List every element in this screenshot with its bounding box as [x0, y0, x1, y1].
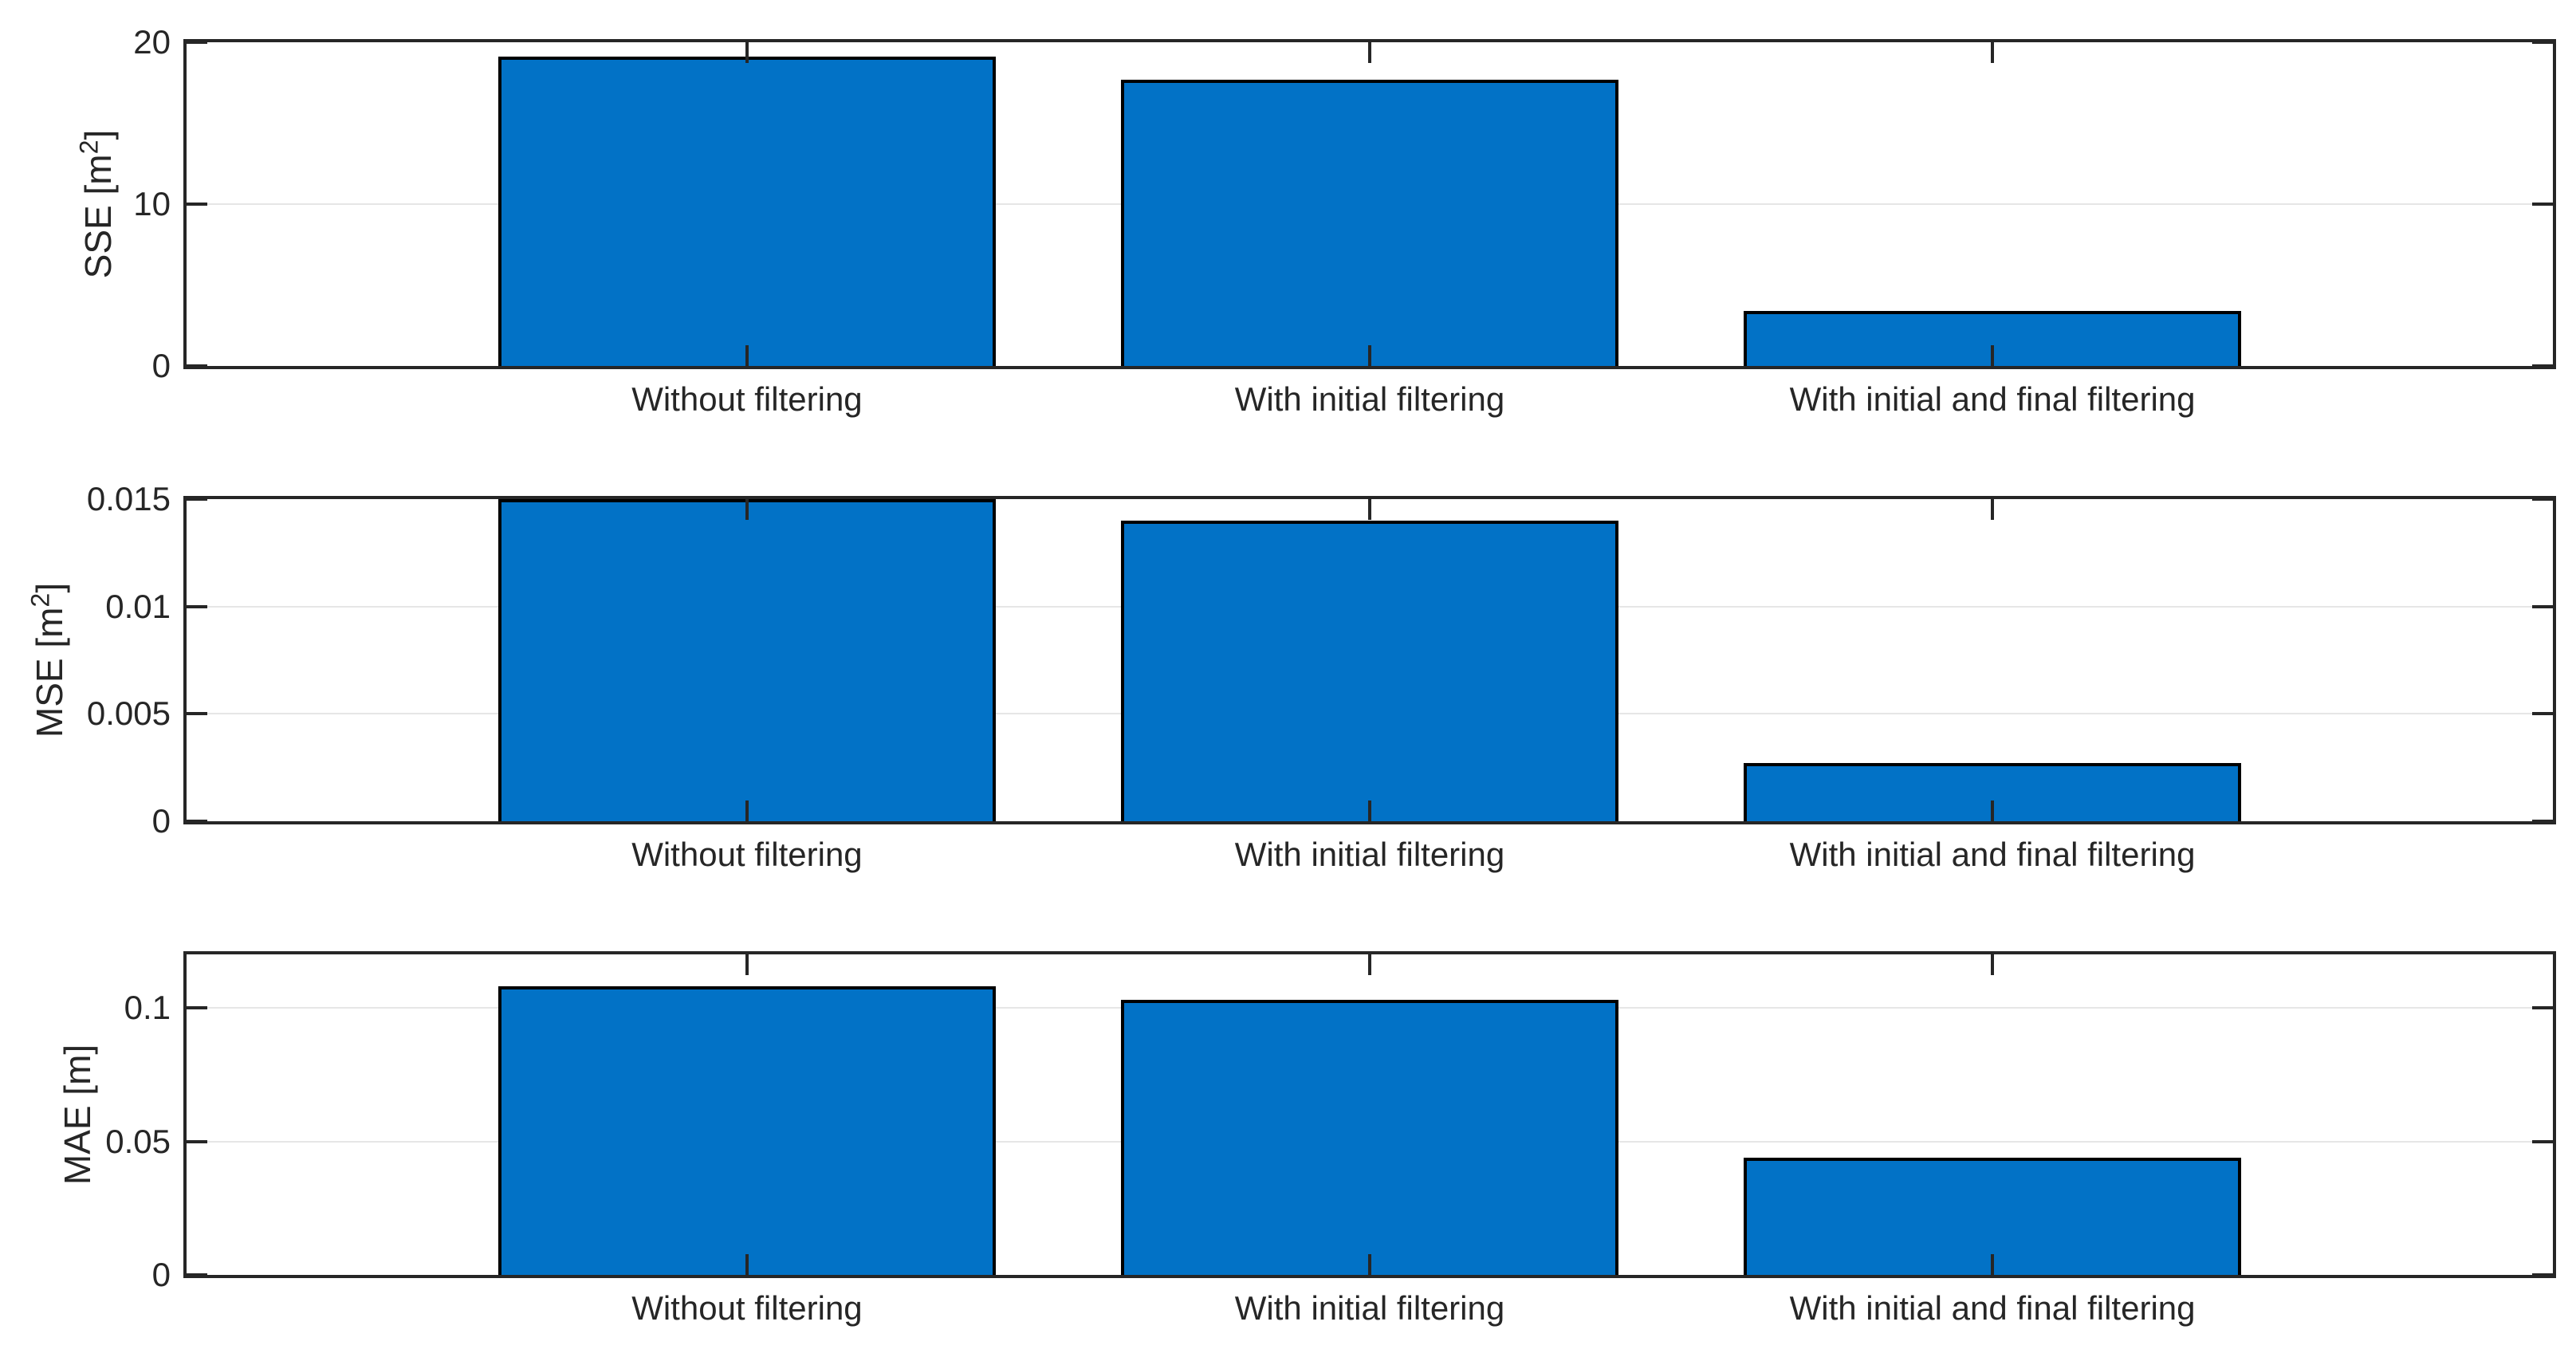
- y-tick-mark-right: [2532, 1273, 2553, 1276]
- x-tick-label: With initial filtering: [1234, 380, 1505, 418]
- x-tick-mark-top: [745, 954, 749, 975]
- y-tick-label: 20: [133, 23, 171, 61]
- x-tick-mark-bottom: [1991, 1254, 1995, 1275]
- x-tick-mark-top: [1991, 42, 1995, 63]
- x-tick-label: Without filtering: [631, 836, 863, 873]
- y-axis-label-close: ]: [77, 129, 119, 140]
- x-tick-mark-bottom: [745, 1254, 749, 1275]
- x-tick-label: With initial and final filtering: [1789, 380, 2196, 418]
- y-tick-label: 0: [151, 347, 171, 384]
- bar: [1120, 79, 1619, 366]
- y-tick-label: 0: [151, 1256, 171, 1293]
- y-tick-mark-left: [187, 820, 207, 823]
- y-axis-label-text: MSE [m: [29, 607, 70, 738]
- y-axis-label-mae: MAE [m]: [56, 1044, 99, 1185]
- y-tick-mark-left: [187, 203, 207, 206]
- y-tick-mark-right: [2532, 41, 2553, 44]
- y-axis-label-text: MAE [m: [57, 1054, 98, 1186]
- y-axis-label-mse: MSE [m2]: [26, 582, 71, 738]
- y-tick-label: 0.01: [105, 587, 171, 625]
- y-tick-mark-right: [2532, 364, 2553, 368]
- y-tick-mark-left: [187, 1139, 207, 1143]
- y-tick-mark-right: [2532, 604, 2553, 608]
- y-tick-label: 0.05: [105, 1122, 171, 1160]
- y-tick-mark-right: [2532, 1005, 2553, 1009]
- plot-area-mse: 0 0.005 0.01 0.015 Without filtering With ini…: [87, 480, 2556, 873]
- y-axis-label-close: ]: [57, 1044, 98, 1055]
- y-tick-mark-left: [187, 604, 207, 608]
- plot-area-mae: 0 0.05 0.1 Without filtering With initial fi…: [105, 951, 2556, 1327]
- y-tick-mark-left: [187, 1005, 207, 1009]
- y-axis-label-close: ]: [29, 582, 70, 593]
- x-tick-mark-top: [745, 499, 749, 520]
- bar: [498, 986, 997, 1275]
- x-tick-label: Without filtering: [631, 1289, 863, 1327]
- plot-area-sse: 0 10 20 Without filtering With initial filte…: [133, 23, 2556, 418]
- x-tick-mark-top: [1991, 499, 1995, 520]
- x-tick-mark-bottom: [1991, 801, 1995, 821]
- y-axis-label-text: SSE [m: [77, 154, 119, 279]
- y-tick-mark-left: [187, 498, 207, 501]
- x-tick-mark-top: [1368, 954, 1371, 975]
- x-tick-mark-top: [745, 42, 749, 63]
- y-tick-mark-right: [2532, 1139, 2553, 1143]
- subplot-mse: MSE [m2] 0 0.005 0.01 0.015 Without filterin…: [0, 480, 2576, 873]
- x-tick-mark-bottom: [745, 345, 749, 366]
- y-tick-mark-left: [187, 364, 207, 368]
- y-tick-label: 0.005: [86, 694, 171, 733]
- y-tick-mark-left: [187, 712, 207, 716]
- x-tick-mark-top: [1368, 499, 1371, 520]
- bar: [1120, 999, 1619, 1275]
- subplot-sse: SSE [m2] 0 10 20 Without filtering With init…: [0, 23, 2576, 418]
- y-axis-label-superscript: 2: [26, 592, 55, 608]
- y-tick-label: 0.015: [86, 480, 171, 517]
- x-tick-mark-bottom: [1991, 345, 1995, 366]
- x-tick-mark-bottom: [745, 801, 749, 821]
- y-axis-label-superscript: 2: [74, 140, 104, 155]
- y-tick-mark-right: [2532, 820, 2553, 823]
- x-tick-mark-bottom: [1368, 345, 1371, 366]
- y-tick-mark-left: [187, 1273, 207, 1276]
- x-tick-mark-bottom: [1368, 1254, 1371, 1275]
- x-tick-mark-top: [1991, 954, 1995, 975]
- y-tick-label: 10: [133, 185, 171, 222]
- y-tick-mark-right: [2532, 712, 2553, 716]
- subplot-mae: MAE [m] 0 0.05 0.1 Without filtering With in…: [0, 951, 2576, 1327]
- bar: [498, 57, 997, 366]
- y-tick-label: 0: [151, 802, 171, 840]
- bar: [1120, 520, 1619, 821]
- x-tick-mark-bottom: [1368, 801, 1371, 821]
- x-tick-mark-top: [1368, 42, 1371, 63]
- bar: [498, 499, 997, 821]
- x-tick-label: With initial and final filtering: [1789, 1289, 2196, 1327]
- x-tick-label: With initial and final filtering: [1789, 836, 2196, 873]
- x-tick-label: With initial filtering: [1234, 1289, 1505, 1327]
- x-tick-label: Without filtering: [631, 380, 863, 418]
- y-tick-mark-left: [187, 41, 207, 44]
- x-tick-label: With initial filtering: [1234, 836, 1505, 873]
- y-axis-label-sse: SSE [m2]: [74, 129, 120, 279]
- y-tick-mark-right: [2532, 203, 2553, 206]
- y-tick-mark-right: [2532, 498, 2553, 501]
- y-tick-label: 0.1: [124, 988, 171, 1026]
